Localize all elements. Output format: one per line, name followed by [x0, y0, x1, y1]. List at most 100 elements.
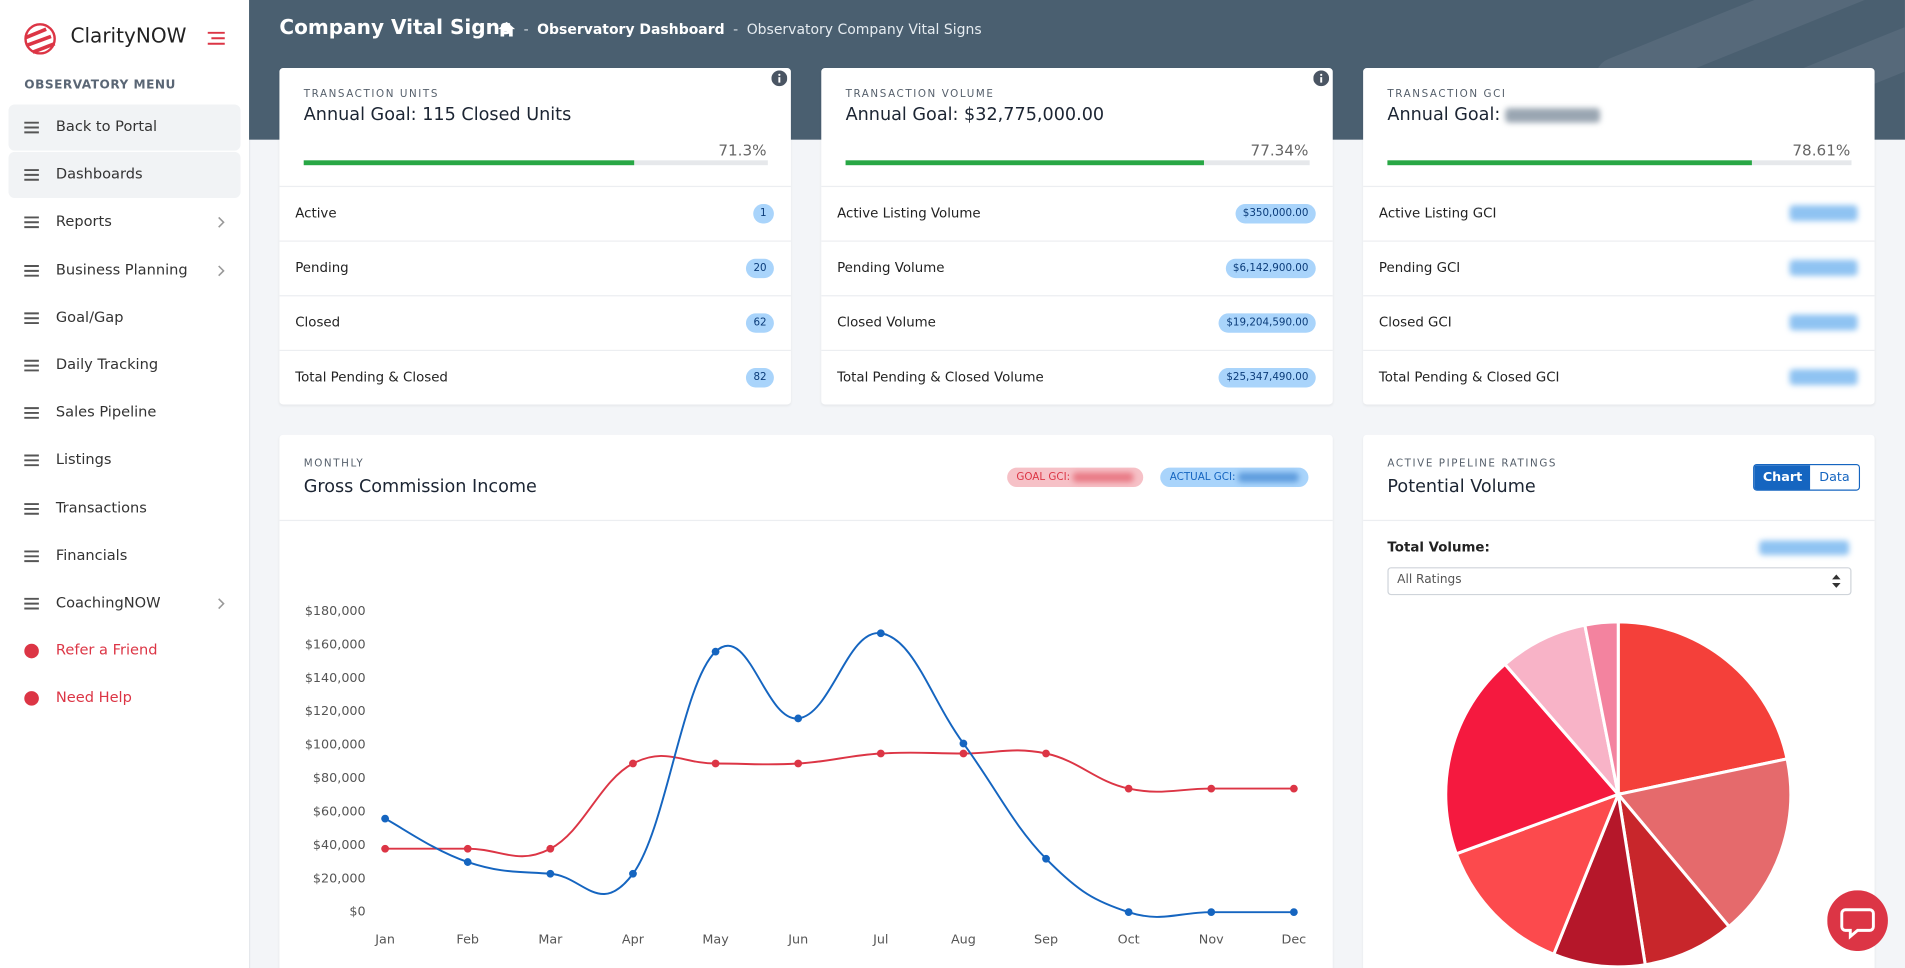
- row-label: Pending GCI: [1378, 259, 1461, 276]
- row-label: Total Pending & Closed: [295, 369, 448, 386]
- summary-row: Pending Volume $6,142,900.00: [821, 240, 1333, 296]
- row-label: Active Listing GCI: [1378, 205, 1497, 222]
- menu-label: CoachingNOW: [55, 593, 161, 611]
- brand-logo: [24, 23, 56, 55]
- progress-bar: [1387, 160, 1753, 166]
- row-label: Closed: [295, 314, 341, 331]
- icon-shape: [778, 73, 781, 76]
- summary-row: Total Pending & Closed GCI: [1363, 349, 1875, 406]
- menu-label: Goal/Gap: [55, 308, 124, 326]
- card-kicker: ACTIVE PIPELINE RATINGS: [1387, 457, 1558, 471]
- menu-label: Need Help: [55, 689, 132, 707]
- chevron: [218, 264, 225, 276]
- menu-label: Reports: [55, 213, 112, 231]
- chat-button[interactable]: [1827, 890, 1888, 952]
- view-tab[interactable]: Chart: [1754, 465, 1811, 490]
- chevron-shape: [218, 264, 225, 276]
- legend: GOAL GCI: ACTUAL GCI:: [1006, 467, 1309, 488]
- blurred-value: [1072, 471, 1134, 482]
- rating-filter[interactable]: All Ratings: [1387, 567, 1852, 596]
- summary-card: TRANSACTION UNITS Annual Goal: 115 Closed…: [279, 68, 791, 406]
- row-label: Closed Volume: [837, 314, 936, 331]
- progress-label: 78.61%: [1792, 140, 1851, 160]
- menu-label: Back to Portal: [55, 117, 158, 135]
- icon-shape: [1320, 73, 1323, 76]
- chevron-shape: [218, 598, 225, 610]
- row-label: Pending Volume: [837, 259, 945, 276]
- row-label: Closed GCI: [1378, 314, 1452, 331]
- info-icon[interactable]: [1313, 70, 1330, 87]
- row-label: Active: [295, 205, 337, 222]
- menu-item[interactable]: Business Planning: [9, 247, 241, 293]
- row-value: 62: [746, 313, 774, 333]
- menu-item[interactable]: Refer a Friend: [9, 628, 241, 674]
- blurred-value: [1789, 369, 1858, 386]
- legend-item: ACTUAL GCI:: [1160, 467, 1309, 488]
- summary-row: Active Listing GCI: [1363, 185, 1875, 242]
- blurred-value: [1789, 259, 1858, 276]
- menu-icon: [24, 264, 39, 277]
- menu-item[interactable]: Need Help: [9, 676, 241, 722]
- breadcrumb[interactable]: Observatory Dashboard: [537, 20, 725, 38]
- legend-label: ACTUAL GCI:: [1169, 471, 1236, 484]
- summary-row: Closed 62: [279, 295, 791, 351]
- menu-label: Transactions: [55, 498, 147, 516]
- menu-item[interactable]: Transactions: [9, 485, 241, 531]
- total-label: Total Volume:: [1387, 539, 1490, 556]
- menu-item[interactable]: Reports: [9, 200, 241, 246]
- filter-value: All Ratings: [1397, 573, 1462, 587]
- summary-row: Total Pending & Closed 82: [279, 349, 791, 406]
- menu-item[interactable]: Goal/Gap: [9, 295, 241, 341]
- row-value: $25,347,490.00: [1219, 368, 1316, 388]
- menu-item[interactable]: Daily Tracking: [9, 343, 241, 389]
- summary-row: Closed GCI: [1363, 295, 1875, 351]
- menu-icon: [24, 643, 39, 659]
- menu-label: Financials: [55, 546, 128, 564]
- card-kicker: TRANSACTION UNITS: [303, 88, 439, 101]
- menu-item[interactable]: Financials: [9, 533, 241, 579]
- home-icon[interactable]: [498, 21, 516, 37]
- menu-icon: [24, 502, 39, 515]
- blurred-value: [1789, 205, 1858, 222]
- blurred-value: [1789, 314, 1858, 331]
- summary-row: Active Listing Volume $350,000.00: [821, 185, 1333, 242]
- chevron-shape: [218, 217, 225, 229]
- menu-toggle[interactable]: [207, 30, 226, 46]
- row-label: Active Listing Volume: [837, 205, 981, 222]
- row-value: $19,204,590.00: [1219, 313, 1316, 333]
- menu-item[interactable]: Dashboards: [8, 152, 241, 199]
- menu-label: Dashboards: [55, 165, 143, 183]
- menu-item[interactable]: Sales Pipeline: [9, 390, 241, 436]
- blurred-value: [1505, 108, 1600, 123]
- select-arrows: [1832, 574, 1841, 588]
- card-title: Annual Goal: $32,775,000.00: [846, 106, 1105, 125]
- view-tab[interactable]: Data: [1810, 465, 1859, 490]
- menu-icon: [24, 597, 39, 610]
- sidebar: ClarityNOW OBSERVATORY MENU Back to Port…: [0, 0, 251, 968]
- menu-item[interactable]: CoachingNOW: [9, 581, 241, 627]
- progress-track: [1387, 160, 1852, 166]
- chevron: [218, 598, 225, 610]
- divider: [279, 519, 1333, 522]
- menu-item[interactable]: Listings: [9, 438, 241, 484]
- progress-label: 71.3%: [718, 140, 767, 160]
- legend-label: GOAL GCI:: [1016, 471, 1071, 484]
- breadcrumb-separator: -: [733, 20, 739, 38]
- menu-icon: [24, 216, 39, 229]
- menu-icon: [24, 691, 39, 707]
- summary-card: TRANSACTION VOLUME Annual Goal: $32,775,0…: [821, 68, 1333, 405]
- menu-label: Business Planning: [55, 260, 188, 278]
- menu-icon: [24, 121, 39, 134]
- row-label: Pending: [295, 259, 349, 276]
- blurred-value: [1759, 540, 1850, 556]
- menu-icon: [24, 550, 39, 562]
- menu-item[interactable]: Back to Portal: [8, 104, 241, 151]
- card-title: Gross Commission Income: [303, 477, 537, 497]
- breadcrumbs: - Observatory Dashboard - Observatory Co…: [498, 21, 982, 38]
- view-tabs: Chart Data: [1753, 463, 1860, 491]
- summary-row: Pending 20: [279, 240, 791, 296]
- info-icon[interactable]: [771, 70, 788, 87]
- menu-label: Daily Tracking: [55, 355, 159, 373]
